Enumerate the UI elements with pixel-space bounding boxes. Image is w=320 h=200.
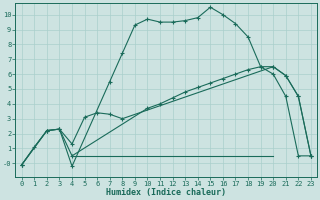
X-axis label: Humidex (Indice chaleur): Humidex (Indice chaleur) — [106, 188, 226, 197]
